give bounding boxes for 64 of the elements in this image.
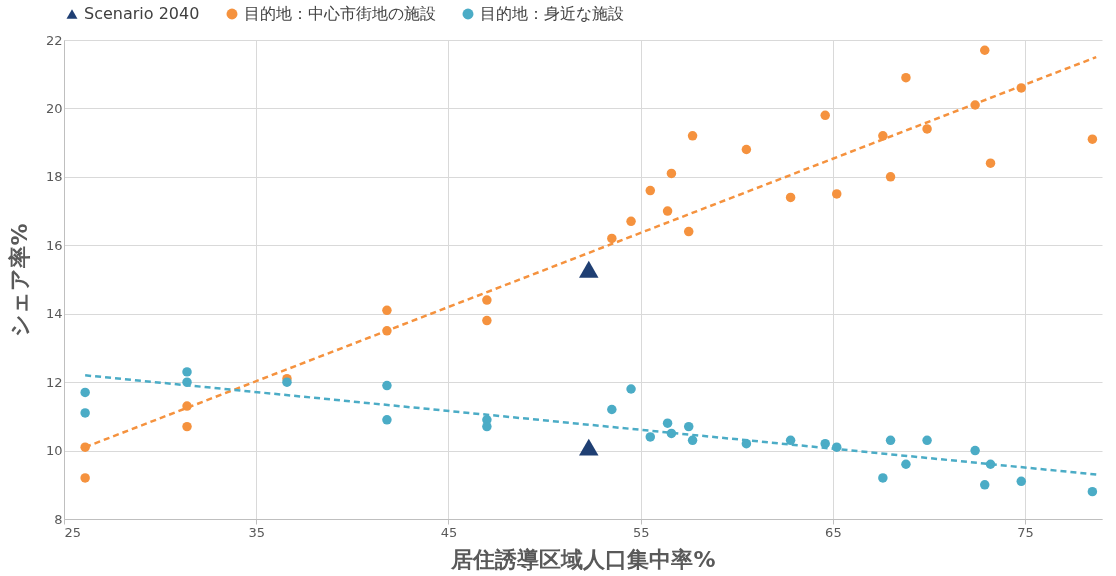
y-tick-label: 8 xyxy=(54,511,63,527)
x-tick-label: 65 xyxy=(825,524,842,540)
point xyxy=(80,408,90,418)
point xyxy=(645,432,656,442)
point xyxy=(922,435,932,446)
x-tick-label: 55 xyxy=(632,524,650,540)
point xyxy=(482,295,492,305)
point xyxy=(482,315,492,326)
point xyxy=(579,260,599,278)
point xyxy=(885,172,896,182)
point xyxy=(666,168,677,179)
y-tick-label: 22 xyxy=(45,32,63,48)
point xyxy=(626,216,636,227)
point xyxy=(626,384,636,394)
x-tick-label: 25 xyxy=(64,524,82,540)
point xyxy=(785,435,796,446)
point xyxy=(687,131,698,141)
point xyxy=(985,158,996,168)
x-tick-label: 35 xyxy=(248,524,265,540)
point xyxy=(579,438,599,456)
point xyxy=(1016,476,1027,487)
point xyxy=(687,435,698,446)
point xyxy=(683,226,694,237)
y-tick-label: 20 xyxy=(45,100,63,116)
point xyxy=(683,421,694,432)
legend-label: 目的地：中心市街地の施設 xyxy=(244,4,436,23)
point xyxy=(382,305,392,316)
legend-label: 目的地：身近な施設 xyxy=(480,4,624,23)
point xyxy=(645,185,656,196)
x-axis-title: 居住誘導区域人口集中率% xyxy=(450,546,716,572)
point xyxy=(820,110,830,121)
point xyxy=(80,387,90,398)
point xyxy=(831,189,842,199)
y-tick-label: 14 xyxy=(45,306,63,322)
y-tick-label: 18 xyxy=(45,169,63,185)
point xyxy=(382,415,392,425)
y-axis-title: シェア率% xyxy=(6,223,32,337)
point xyxy=(901,72,911,83)
point xyxy=(980,480,990,490)
point xyxy=(785,192,796,203)
point xyxy=(980,45,990,55)
point xyxy=(80,473,90,483)
point xyxy=(901,459,911,469)
y-tick-label: 12 xyxy=(45,374,63,390)
x-tick-label: 45 xyxy=(440,524,458,540)
point xyxy=(662,206,673,216)
point xyxy=(1087,134,1098,144)
point xyxy=(607,404,617,415)
point xyxy=(885,435,896,446)
point xyxy=(182,421,192,432)
y-tick-label: 16 xyxy=(45,237,63,253)
point xyxy=(922,124,932,134)
point xyxy=(878,473,888,483)
x-tick-label: 75 xyxy=(1017,524,1034,540)
point xyxy=(182,367,192,377)
y-tick-label: 10 xyxy=(45,443,63,459)
point xyxy=(970,445,980,456)
point xyxy=(382,380,392,391)
point xyxy=(607,233,617,244)
point xyxy=(741,144,752,155)
point xyxy=(878,131,888,141)
point xyxy=(662,418,673,428)
legend-label: Scenario 2040 xyxy=(84,4,200,23)
point xyxy=(1087,486,1098,497)
